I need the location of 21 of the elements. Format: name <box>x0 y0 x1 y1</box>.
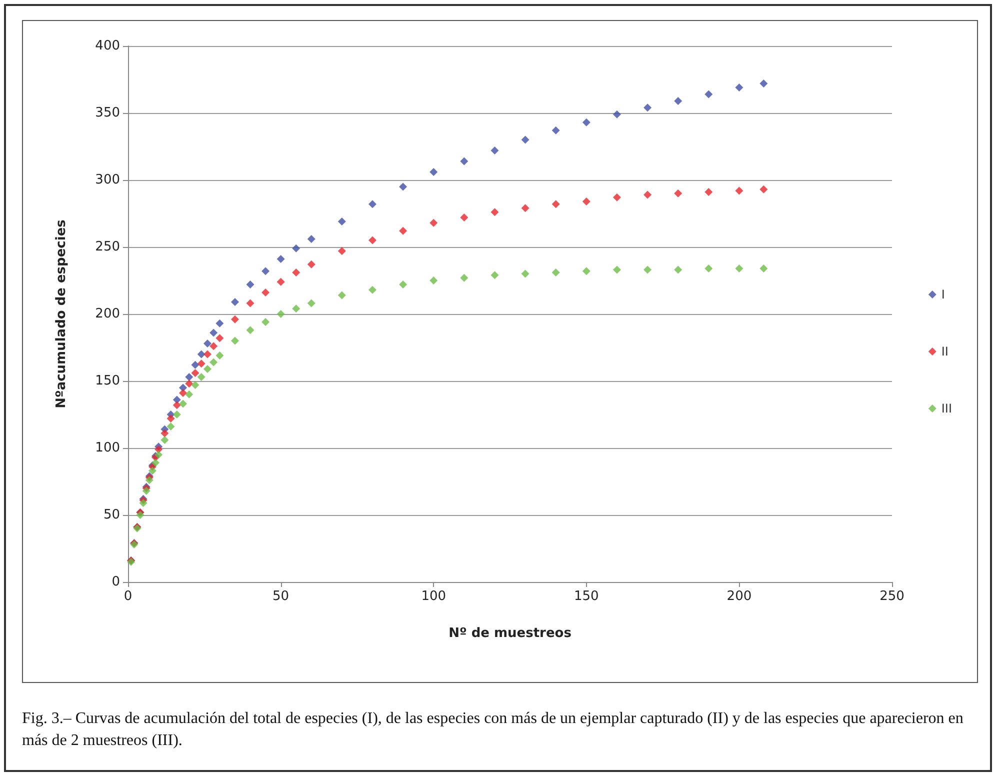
x-axis-title: Nº de muestreos <box>448 626 572 641</box>
x-tick-label: 200 <box>726 589 752 604</box>
y-tick-label: 100 <box>95 440 120 456</box>
legend-label: II <box>941 344 948 358</box>
x-tick-label: 100 <box>421 589 446 604</box>
y-tick-label: 200 <box>95 306 120 322</box>
y-tick-label: 300 <box>95 172 120 188</box>
x-tick-label: 250 <box>880 589 904 604</box>
legend-label: III <box>941 402 952 416</box>
x-tick-label: 150 <box>574 589 599 604</box>
x-tick-label: 0 <box>124 589 132 604</box>
caption: Fig. 3.– Curvas de acumulación del total de especies (I), de las especies con más de un ejemplar capturado (II) y de las especies que aparecieron en más de 2 muestreos (III). <box>22 709 964 751</box>
legend-label: I <box>941 288 945 302</box>
y-tick-label: 150 <box>95 374 120 388</box>
x-tick-label: 50 <box>272 589 290 604</box>
y-tick-label: 250 <box>95 240 120 254</box>
y-tick-label: 350 <box>95 106 120 120</box>
y-axis-title: Nºacumulado de especies <box>54 219 69 408</box>
y-tick-label: 400 <box>95 38 120 54</box>
y-tick-label: 0 <box>112 574 120 590</box>
y-tick-label: 50 <box>103 508 120 522</box>
